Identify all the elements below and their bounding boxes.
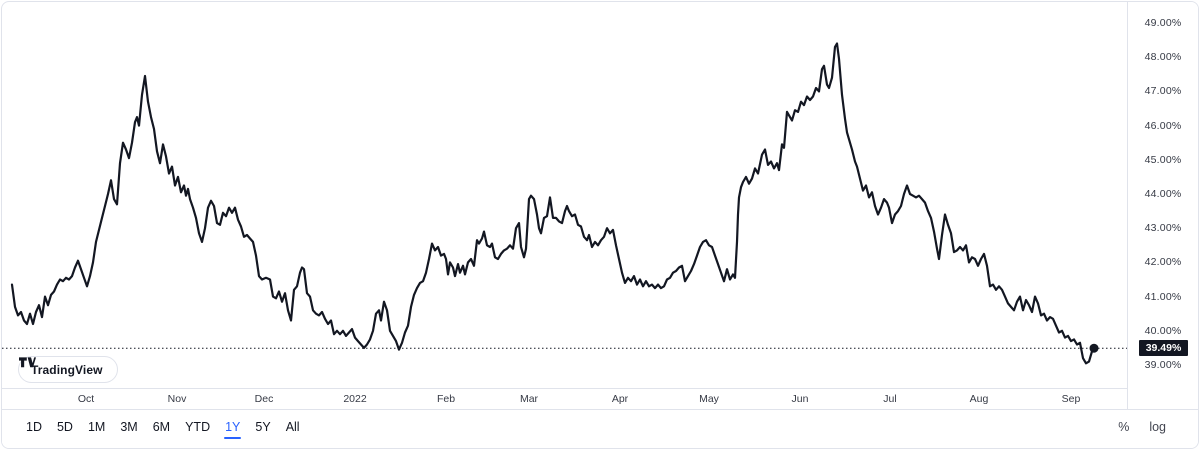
tradingview-logo-icon [19, 357, 36, 368]
price-chart-plot[interactable]: TradingView [2, 2, 1127, 388]
tradingview-logo-text: TradingView [31, 362, 103, 377]
range-button-1y[interactable]: 1Y [224, 417, 242, 439]
time-scale-label: Oct [77, 393, 95, 405]
price-scale-label: 39.00% [1144, 359, 1182, 371]
time-scale-label: Feb [436, 393, 456, 405]
log-scale-button[interactable]: log [1149, 420, 1166, 434]
range-button-1m[interactable]: 1M [87, 417, 106, 437]
price-scale-label: 46.00% [1144, 120, 1182, 132]
range-button-6m[interactable]: 6M [152, 417, 171, 437]
range-button-5d[interactable]: 5D [56, 417, 74, 437]
date-range-switcher: 1D 5D 1M 3M 6M YTD 1Y 5Y All [25, 417, 301, 439]
last-price-badge: 39.49% [1139, 340, 1188, 356]
time-scale-label: Apr [611, 393, 629, 405]
range-button-3m[interactable]: 3M [119, 417, 138, 437]
price-scale-label: 44.00% [1144, 188, 1182, 200]
price-scale-label: 45.00% [1144, 154, 1182, 166]
time-scale-label: Nov [167, 393, 187, 405]
time-scale-label: Jun [791, 393, 809, 405]
price-scale-label: 47.00% [1144, 85, 1182, 97]
time-scale-label: 2022 [343, 393, 367, 405]
time-scale-label: Sep [1061, 393, 1081, 405]
price-scale-label: 40.00% [1144, 325, 1182, 337]
price-scale-label: 43.00% [1144, 222, 1182, 234]
price-scale[interactable]: 39.49% 49.00% 48.00% 47.00% 46.00% 45.00% 44.… [1127, 2, 1198, 409]
price-scale-label: 48.00% [1144, 51, 1182, 63]
price-scale-label: 41.00% [1144, 291, 1182, 303]
range-button-all[interactable]: All [285, 417, 301, 437]
time-scale-label: Mar [519, 393, 539, 405]
time-scale-label: Aug [969, 393, 989, 405]
percent-scale-button[interactable]: % [1118, 420, 1130, 434]
price-line-series [10, 42, 1096, 365]
price-scale-label: 49.00% [1144, 17, 1182, 29]
bottom-toolbar: 1D 5D 1M 3M 6M YTD 1Y 5Y All % log [2, 409, 1198, 448]
tradingview-logo-link[interactable]: TradingView [18, 356, 118, 383]
time-scale-label: Dec [254, 393, 274, 405]
time-scale[interactable]: Oct Nov Dec 2022 Feb Mar Apr May Jun Jul Aug Sep [2, 388, 1127, 409]
price-line-chart [2, 42, 1127, 365]
range-button-5y[interactable]: 5Y [254, 417, 271, 437]
price-scale-label: 42.00% [1144, 256, 1182, 268]
scale-mode-buttons: % log [1116, 418, 1168, 436]
time-scale-label: May [699, 393, 719, 405]
time-scale-label: Jul [883, 393, 897, 405]
last-price-dot [1089, 343, 1099, 353]
range-button-1d[interactable]: 1D [25, 417, 43, 437]
range-button-ytd[interactable]: YTD [184, 417, 211, 437]
